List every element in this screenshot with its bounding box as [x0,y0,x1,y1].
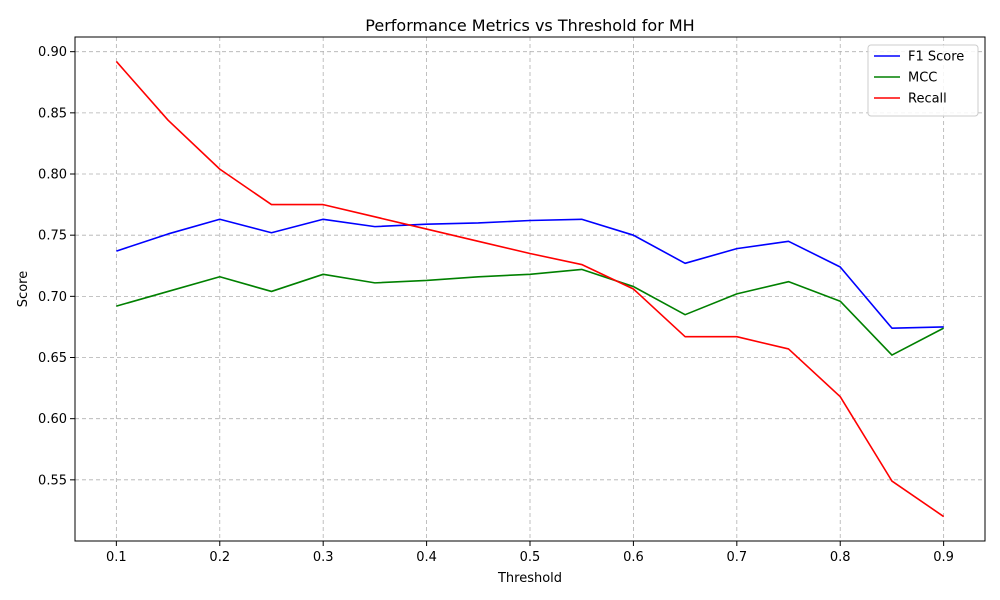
grid-layer [75,37,985,541]
x-tick-label: 0.2 [209,550,230,565]
legend: F1 Score MCC Recall [867,44,979,117]
x-tick-label: 0.3 [313,550,334,565]
x-tick-label: 0.7 [726,550,747,565]
series-line-mcc [116,268,945,356]
legend-label-mcc: MCC [908,71,937,86]
series-layer [115,60,945,518]
y-tick-label: 0.85 [38,106,67,121]
y-tick-label: 0.80 [38,168,67,183]
tick-layer: 0.1 0.2 0.3 0.4 0.5 0.6 0.7 0.8 0.9 0.55 0.60 0.65 0… [38,45,954,565]
y-tick-label: 0.65 [38,351,67,366]
x-axis-label: Threshold [497,571,562,586]
legend-label-f1-score: F1 Score [908,50,964,65]
y-axis-label: Score [16,271,31,307]
x-tick-label: 0.6 [623,550,644,565]
y-tick-label: 0.55 [38,473,67,488]
y-tick-label: 0.75 [38,229,67,244]
x-tick-label: 0.4 [416,550,437,565]
y-tick-label: 0.60 [38,412,67,427]
legend-label-recall: Recall [908,92,947,107]
series-line-f1-score [116,218,944,329]
x-tick-label: 0.1 [106,550,127,565]
x-tick-label: 0.9 [933,550,954,565]
y-tick-label: 0.90 [38,45,67,60]
x-tick-label: 0.8 [830,550,851,565]
chart-title: Performance Metrics vs Threshold for MH [365,16,694,35]
x-tick-label: 0.5 [520,550,541,565]
series-line-recall [115,60,945,518]
y-tick-label: 0.70 [38,290,67,305]
